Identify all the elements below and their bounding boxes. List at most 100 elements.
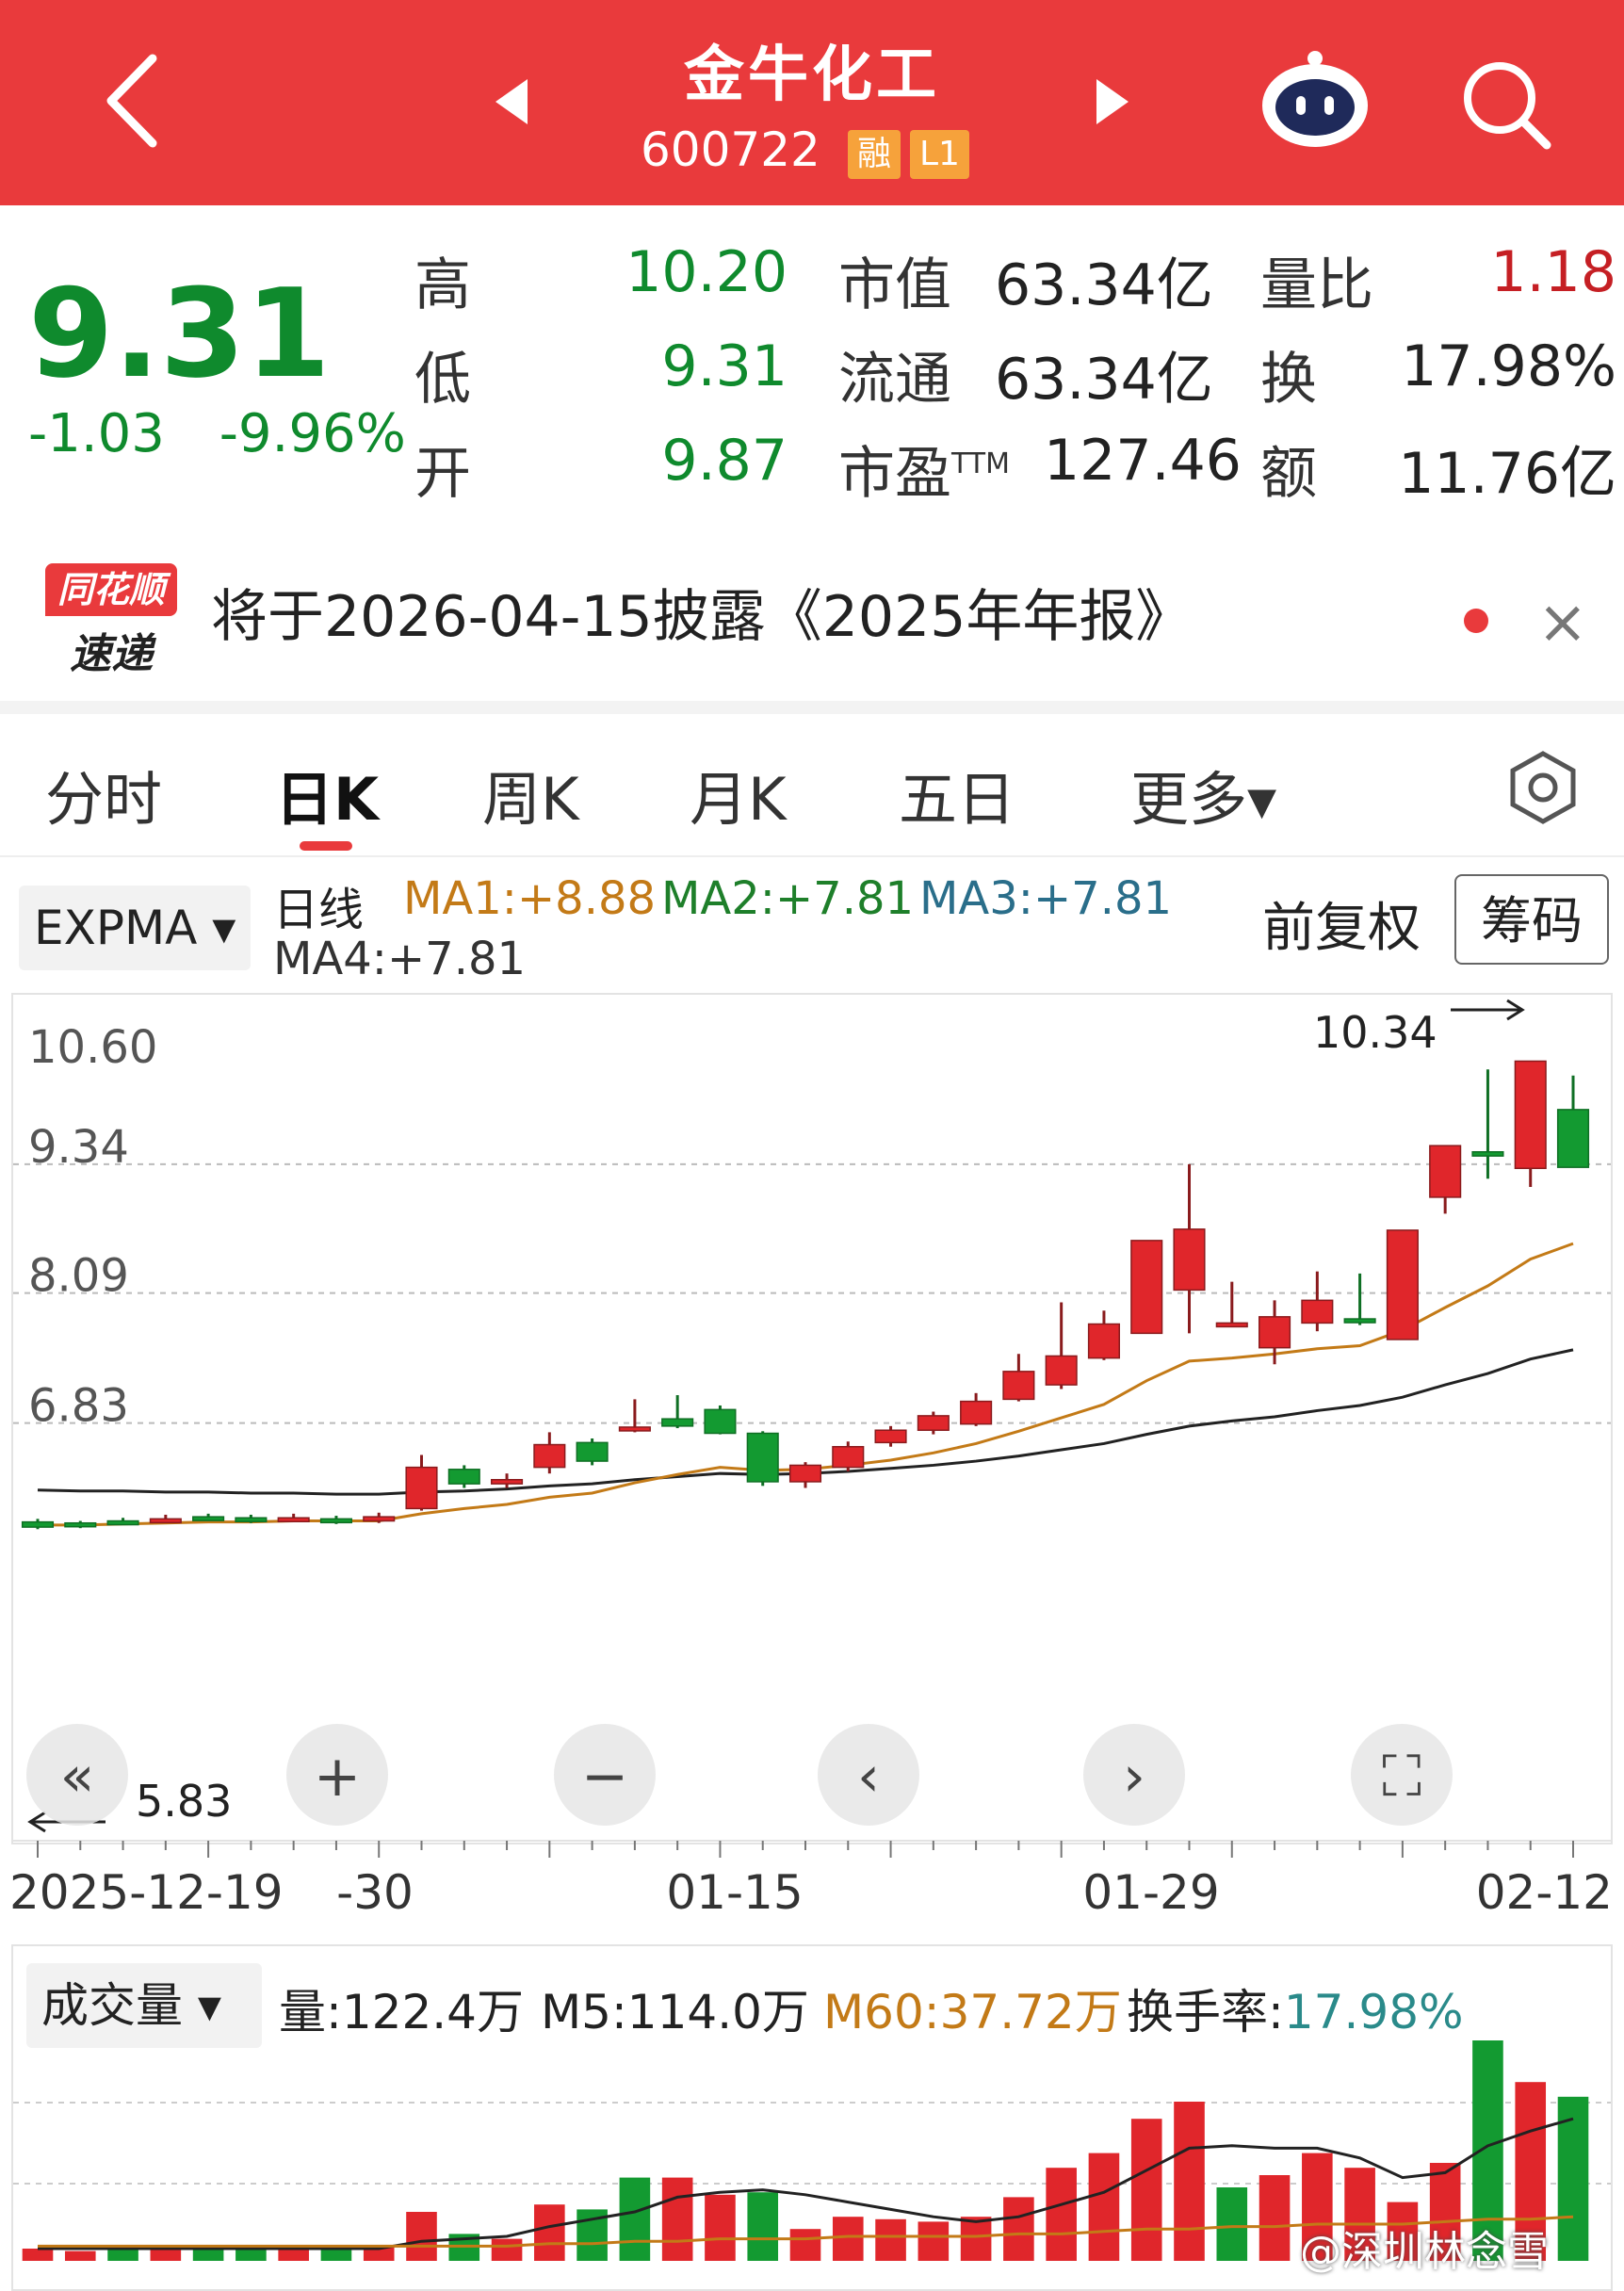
volume-chart-frame (11, 1944, 1613, 2291)
volume-bar (1302, 2153, 1333, 2261)
candle (874, 1425, 907, 1447)
change-percent: -9.96% (219, 403, 406, 464)
watermark: @深圳林念雪 (1300, 2228, 1549, 2276)
stock-name: 金牛化工 (684, 41, 940, 110)
control-glyph: › (1123, 1744, 1145, 1810)
open-value: 9.87 (661, 428, 788, 494)
scroll-left-button[interactable]: ‹ (818, 1724, 919, 1826)
volume-bar (747, 2192, 779, 2261)
zoom-in-button[interactable]: + (286, 1724, 388, 1826)
tab-weekly-k[interactable]: 周K (482, 765, 579, 834)
x-tick-label: -30 (336, 1865, 414, 1920)
float-value: 63.34亿 (995, 347, 1213, 413)
chip-distribution-button[interactable]: 筹码 (1454, 874, 1609, 965)
next-stock-icon[interactable] (1093, 75, 1134, 128)
amount-value: 11.76亿 (1398, 441, 1616, 507)
announcement-bar[interactable]: 同花顺 速递 将于2026-04-15披露《2025年年报》 × (0, 535, 1624, 701)
kline-chart-frame[interactable] (11, 993, 1613, 1844)
tab-intraday[interactable]: 分时 (45, 765, 163, 834)
unread-dot (1464, 609, 1488, 633)
candle (277, 1513, 310, 1522)
tab-daily-k[interactable]: 日K (275, 765, 380, 834)
volume-value: 量:122.4万 (279, 1985, 524, 2039)
high-label: 高 (414, 252, 471, 318)
fullscreen-button[interactable]: ⛶ (1351, 1724, 1453, 1826)
adjust-mode[interactable]: 前复权 (1262, 898, 1421, 959)
volume-bar (960, 2217, 992, 2261)
candle (64, 1520, 97, 1529)
amount-label: 额 (1260, 441, 1317, 507)
control-glyph: ‹ (857, 1744, 880, 1810)
active-tab-indicator (300, 841, 352, 851)
candle (661, 1395, 694, 1429)
candle (363, 1512, 396, 1523)
volume-select[interactable]: 成交量 ▾ (26, 1963, 262, 2048)
open-label: 开 (414, 441, 471, 507)
candle (1002, 1354, 1035, 1402)
volume-bar (918, 2221, 950, 2261)
zoom-out-button[interactable]: − (554, 1724, 656, 1826)
volume-bar (22, 2249, 54, 2261)
zoom-out-max-button[interactable]: « (26, 1724, 128, 1826)
candle (1429, 1145, 1462, 1214)
period-tabs: 分时 日K 周K 月K 五日 更多▾ (0, 714, 1624, 857)
close-icon[interactable]: × (1537, 588, 1588, 658)
candle (1173, 1163, 1206, 1334)
candle (960, 1392, 993, 1426)
volume-bar (619, 2177, 651, 2261)
control-glyph: « (60, 1744, 95, 1810)
tab-monthly-k[interactable]: 月K (690, 765, 787, 834)
ai-robot-icon[interactable] (1259, 45, 1372, 149)
candle (1386, 1229, 1419, 1340)
volume-bar (235, 2249, 267, 2261)
volume-bar (1387, 2202, 1419, 2261)
tab-more[interactable]: 更多▾ (1130, 765, 1277, 834)
settings-icon[interactable] (1505, 750, 1581, 825)
search-icon[interactable] (1458, 57, 1552, 151)
volume-bar (1259, 2175, 1291, 2261)
volume-bar (1088, 2153, 1120, 2261)
candle (1045, 1302, 1078, 1389)
volume-bar (705, 2194, 736, 2261)
low-value: 9.31 (661, 333, 788, 399)
change-value: -1.03 (28, 403, 165, 464)
candle (405, 1454, 438, 1511)
y-tick-label: 9.34 (28, 1121, 129, 1174)
candle (447, 1465, 480, 1488)
control-glyph: + (314, 1744, 361, 1810)
volume-bar (278, 2249, 309, 2261)
candle (235, 1514, 268, 1523)
volume-bar (661, 2177, 693, 2261)
x-tick-label: 01-15 (666, 1865, 803, 1920)
candle (618, 1399, 651, 1433)
candle (1556, 1075, 1590, 1168)
x-tick-label: 2025-12-19 (9, 1865, 284, 1920)
candle (788, 1462, 822, 1488)
section-divider (0, 701, 1624, 714)
tab-five-day[interactable]: 五日 (899, 765, 1016, 834)
candle (1514, 1060, 1547, 1187)
pe-value: 127.46 (1044, 428, 1242, 494)
stock-code: 600722 (641, 122, 820, 177)
announcement-text[interactable]: 将于2026-04-15披露《2025年年报》 (211, 584, 1193, 650)
candle (1130, 1240, 1163, 1335)
ma1-value: MA1:+8.88 (403, 872, 657, 925)
prev-stock-icon[interactable] (490, 75, 531, 128)
pe-label: 市盈TTM (838, 441, 1011, 507)
indicator-select[interactable]: EXPMA ▾ (19, 886, 251, 970)
volume-bar (1130, 2119, 1162, 2261)
candle (149, 1514, 182, 1524)
ma2-value: MA2:+7.81 (661, 872, 915, 925)
level-badge: L1 (910, 130, 969, 179)
kline-chart[interactable]: 10.60 9.34 8.09 6.83 2025-12-19 -30 01-15 01-29… (0, 993, 1624, 1935)
back-arrow-icon[interactable] (94, 49, 170, 153)
volume-chart (13, 2040, 1611, 2261)
volume-bar (832, 2217, 864, 2261)
volume-bar (1557, 2096, 1589, 2261)
candle (1215, 1281, 1248, 1328)
low-marker-label: 5.83 (136, 1776, 232, 1827)
volume-bar (789, 2229, 821, 2261)
candle (319, 1516, 352, 1524)
scroll-right-button[interactable]: › (1083, 1724, 1185, 1826)
low-label: 低 (414, 347, 471, 413)
